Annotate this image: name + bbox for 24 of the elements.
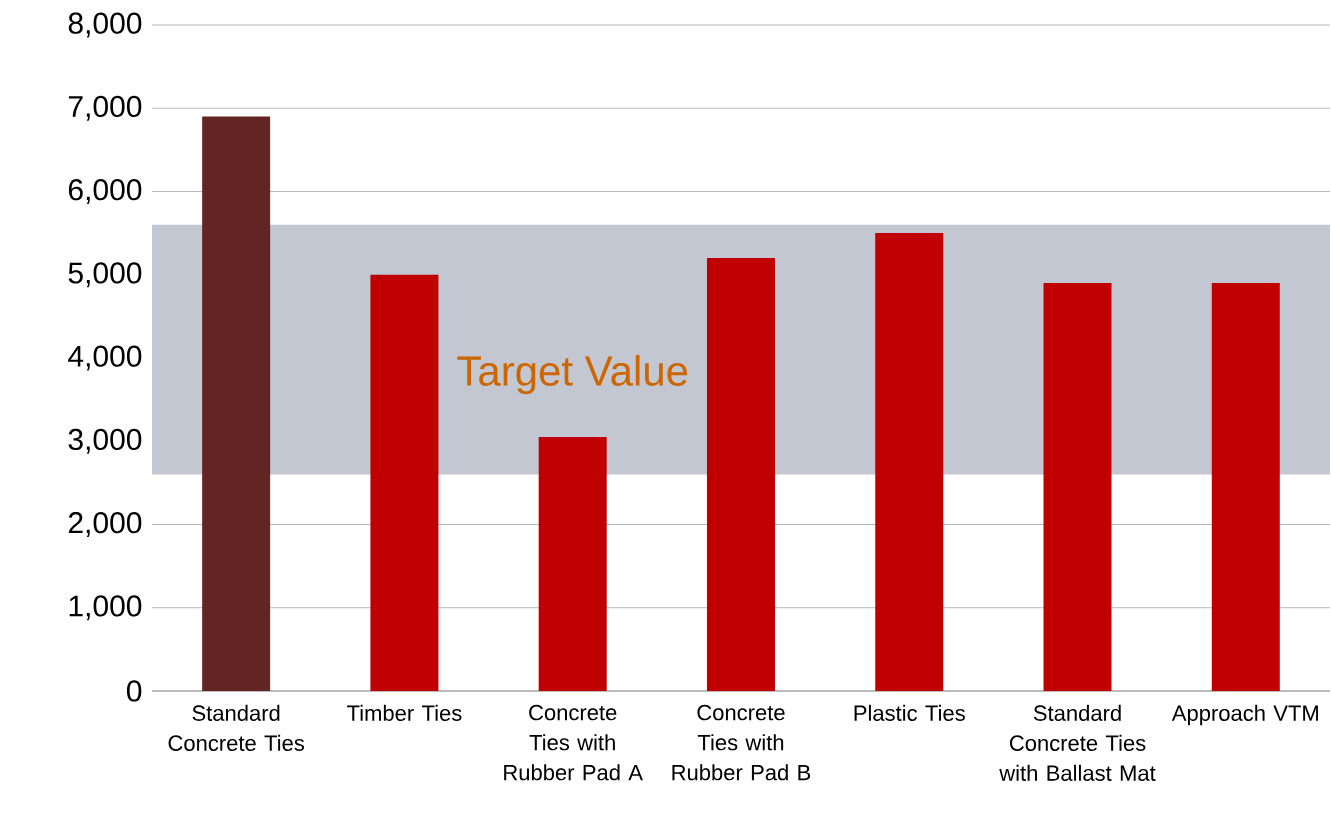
bar — [706, 258, 775, 691]
x-tick-label: Approach VTM — [1171, 704, 1318, 726]
x-tick-label: Standard Concrete Ties with Ballast Mat — [999, 704, 1156, 781]
y-tick-label: 5,000 — [68, 262, 142, 288]
y-tick-label: 3,000 — [68, 428, 142, 454]
y-tick-label: 6,000 — [68, 179, 142, 204]
x-tick-label: Timber Ties — [347, 704, 462, 721]
x-tick-label: Concrete Ties with Rubber Pad A — [504, 704, 643, 781]
bar — [875, 233, 944, 691]
y-tick-label: 0 — [126, 680, 142, 702]
y-tick-label: 8,000 — [68, 12, 142, 38]
bar — [1043, 283, 1112, 691]
bar — [538, 437, 607, 691]
y-tick-label: 1,000 — [69, 595, 142, 621]
y-tick-label: 7,000 — [68, 95, 142, 121]
x-tick-label: Standard Concrete Ties — [168, 704, 305, 751]
y-tick-label: 4,000 — [68, 345, 142, 371]
x-tick-label: Plastic Ties — [854, 704, 965, 721]
band-label: Target Value — [457, 355, 688, 395]
x-tick-label: Concrete Ties with Rubber Pad B — [672, 704, 811, 781]
bar — [202, 116, 271, 691]
y-tick-label: 2,000 — [68, 512, 142, 537]
bar — [1211, 283, 1280, 691]
bar — [370, 274, 439, 691]
